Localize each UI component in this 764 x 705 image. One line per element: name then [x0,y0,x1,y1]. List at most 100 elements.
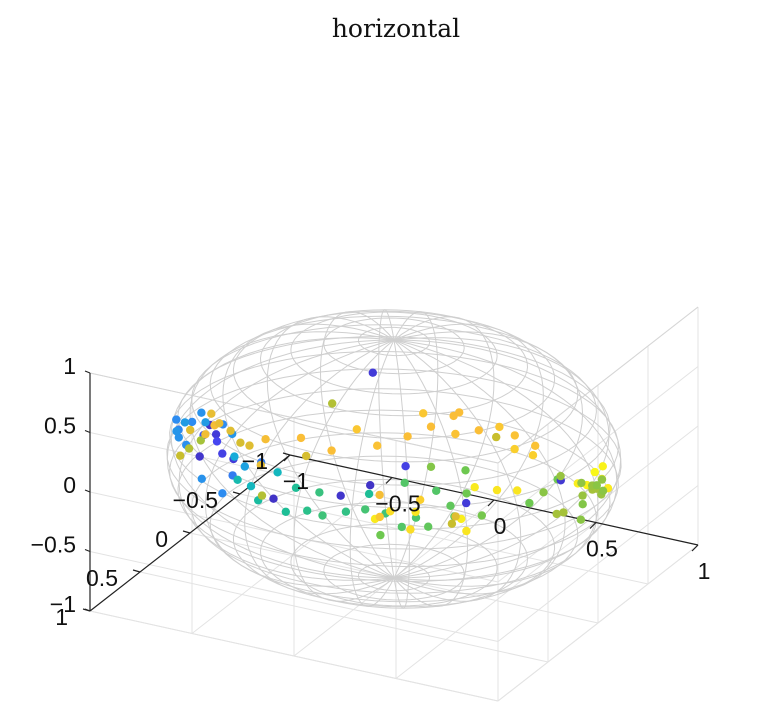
y-tick-mark [132,569,141,573]
x-tick-mark [487,499,495,507]
data-point [578,500,587,509]
data-point [256,460,265,470]
z-tick-label: 0 [63,472,76,498]
data-point [539,488,548,497]
data-point [451,512,460,521]
z-tick-label: −0.5 [31,532,76,558]
x-tick-mark [283,454,291,462]
data-point [513,486,522,495]
data-point [474,426,483,435]
data-point [261,435,270,444]
x-tick-label: 1 [698,558,711,584]
longitude-line [319,311,395,579]
x-tick-mark [589,522,597,529]
longitude-line [166,339,395,579]
z-tick-label: 1 [63,353,76,379]
data-point [207,409,216,418]
data-point [406,525,415,534]
x-tick-label: −1 [283,468,309,494]
data-point [477,511,486,520]
data-point [368,368,377,377]
data-point [449,411,458,421]
data-point [273,468,282,477]
data-point [291,483,301,492]
data-point [446,501,455,510]
data-point [386,507,395,516]
data-point [352,425,361,434]
axes [82,370,699,612]
data-point [556,471,565,481]
x-tick-mark [385,477,393,484]
data-point [528,451,538,460]
longitude-line [393,339,522,602]
data-point [341,507,351,516]
longitude-line [393,337,610,579]
data-point [592,481,601,490]
data-point [577,478,586,488]
y-tick-label: −1 [242,448,268,474]
data-point [246,482,256,491]
y-tick-mark [182,530,191,534]
longitude-line [189,331,395,579]
data-point [419,409,428,418]
data-point [303,506,312,515]
data-point [426,422,436,431]
longitude-line [393,339,469,607]
data-point [416,495,425,504]
data-point [245,441,254,450]
data-point [495,422,504,432]
longitude-line [178,339,395,581]
data-point [296,433,306,443]
y-tick-label: −0.5 [173,487,218,513]
y-tick-mark [282,452,291,456]
data-point [470,483,479,492]
data-point [375,512,384,522]
data-point [269,494,278,503]
longitude-line [393,339,618,581]
data-point [366,481,375,490]
grid-line [497,366,699,523]
grid-line [395,522,597,679]
longitude-line [293,339,395,602]
x-tick-label: −0.5 [375,491,420,517]
longitude-line [393,339,566,595]
data-point [462,526,471,536]
longitude-line [204,339,395,587]
data-point [186,425,195,435]
chart-title: horizontal [332,14,460,43]
tick-labels: −1−0.500.51−1−0.500.51−1−0.500.51 [31,353,711,630]
longitude-line [266,316,395,579]
data-point [462,489,471,498]
longitude-line [349,339,395,607]
longitude-line [170,337,395,579]
data-point [218,489,227,498]
data-point [576,515,586,524]
data-point [218,449,227,458]
pane-edge [497,306,699,464]
longitude-line [393,331,584,579]
data-point [226,426,235,435]
data-point [328,399,337,408]
data-point [510,444,519,454]
data-point [598,486,608,495]
y-tick-label: 1 [55,604,68,630]
longitude-line [393,316,495,579]
x-tick-label: 0 [494,513,507,539]
data-point [400,478,409,487]
z-tick-label: 0.5 [44,413,76,439]
longitude-line [393,339,622,579]
data-point [212,437,222,446]
data-point [195,452,204,461]
z-tick-mark [84,608,91,612]
x-tick-mark [691,544,699,552]
data-point [281,507,290,516]
data-point [432,486,441,495]
data-point [531,441,540,450]
longitude-line [244,339,395,595]
data-point [215,419,224,428]
longitude-line [222,323,395,579]
z-tick-label: −1 [50,591,76,617]
data-point [236,438,245,447]
data-point [462,498,471,508]
